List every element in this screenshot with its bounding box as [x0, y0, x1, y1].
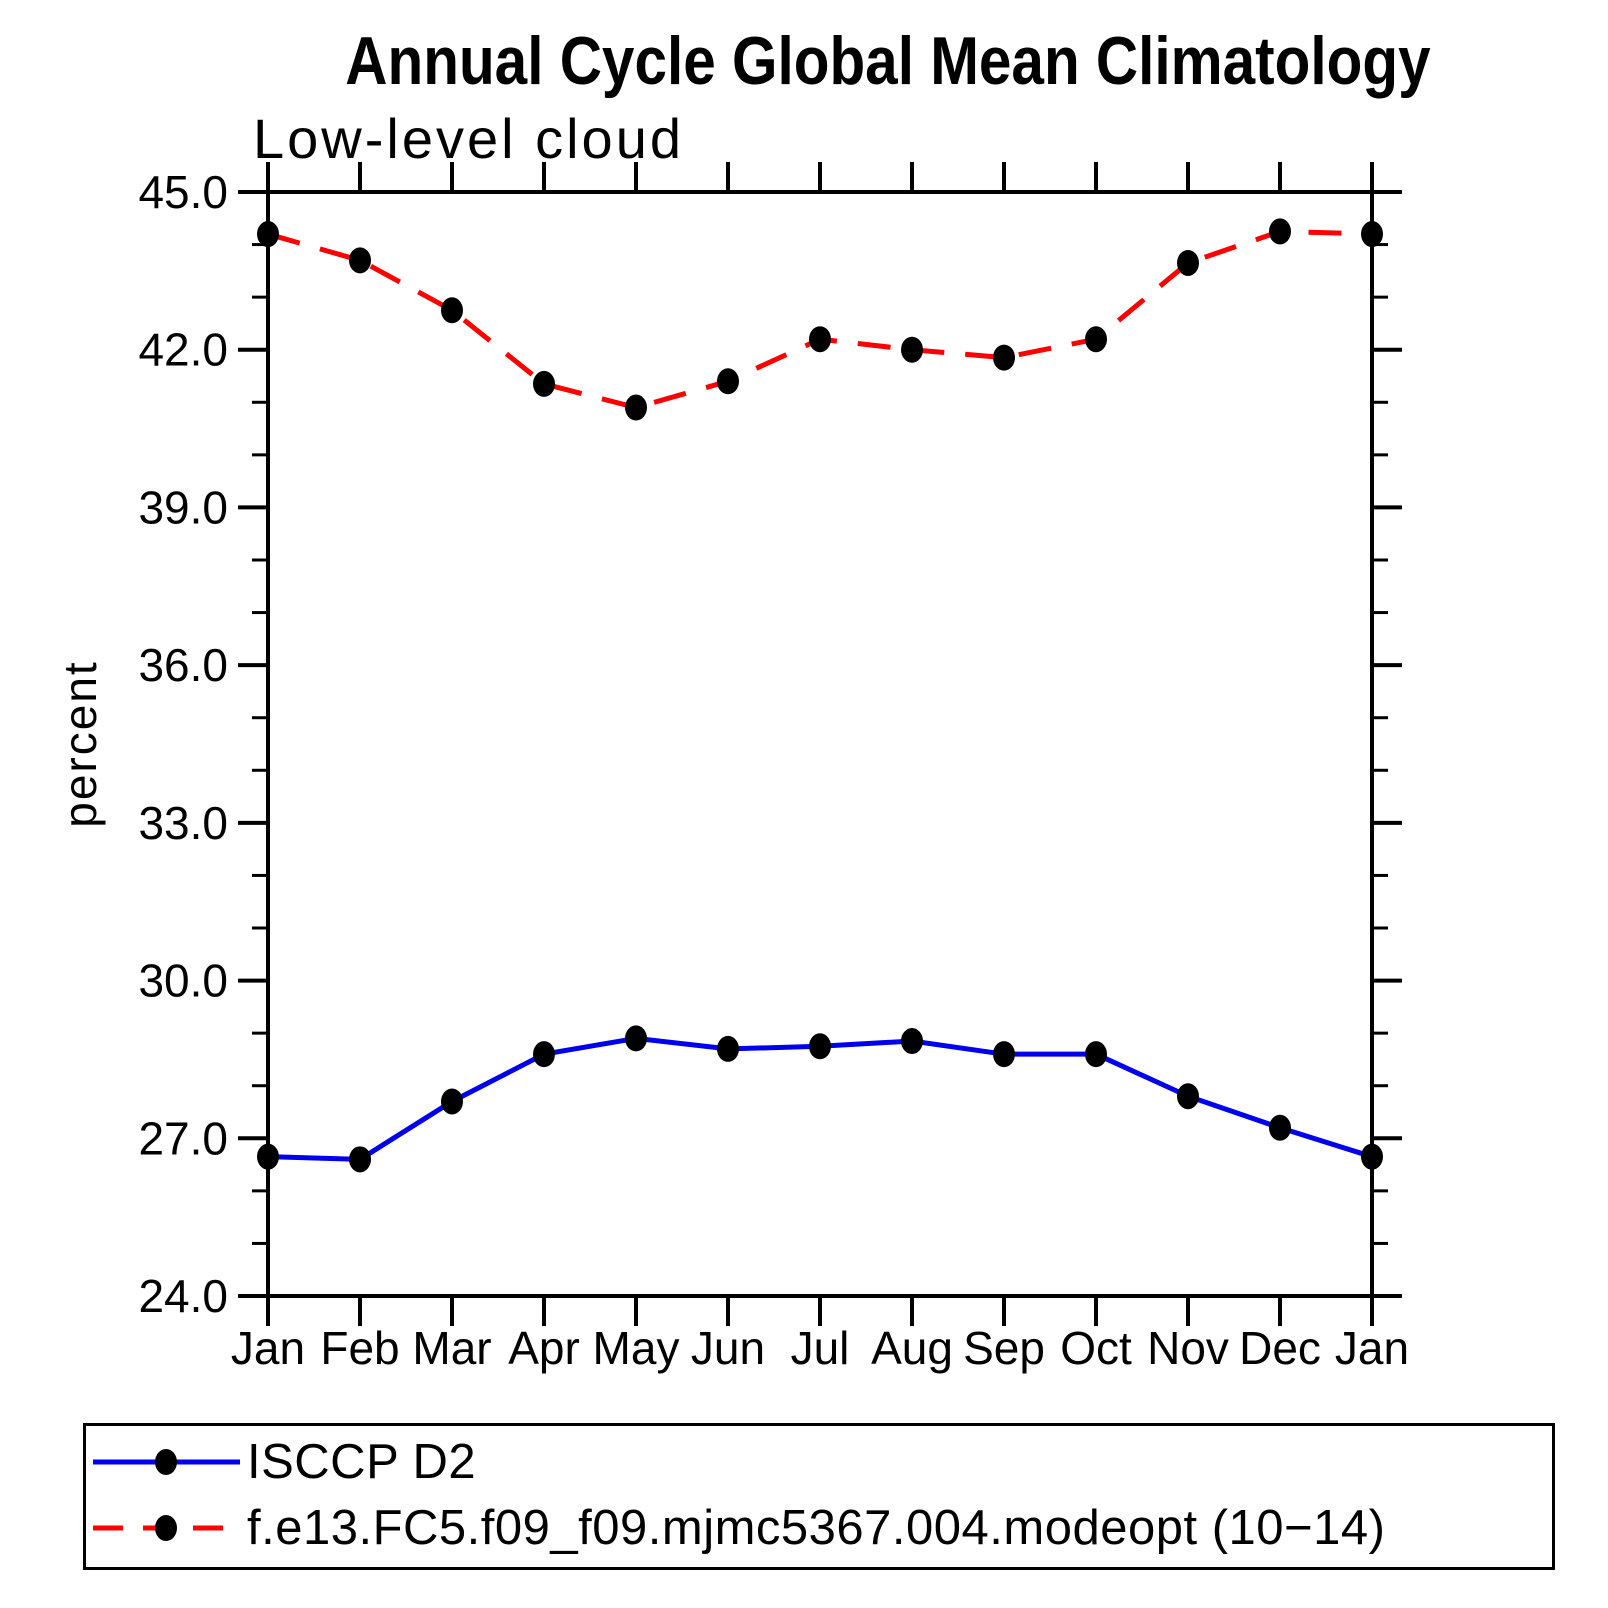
data-point-marker — [441, 1088, 463, 1115]
y-tick-label: 27.0 — [138, 1112, 228, 1164]
x-tick-label: Jan — [231, 1322, 305, 1374]
chart-subtitle: Low-level cloud — [253, 107, 684, 170]
y-tick-label: 42.0 — [138, 324, 228, 376]
legend-box: ISCCP D2 f.e13.FC5.f09_f09.mjmc5367.004.… — [83, 1423, 1555, 1570]
data-point-marker — [1361, 221, 1383, 248]
data-point-marker — [257, 1143, 279, 1170]
legend-line-sample-dashed — [93, 1515, 240, 1541]
x-tick-label: Nov — [1147, 1322, 1229, 1374]
x-tick-label: Sep — [963, 1322, 1045, 1374]
legend-label: ISCCP D2 — [247, 1435, 477, 1489]
data-point-marker — [533, 370, 555, 397]
data-point-marker — [1177, 249, 1199, 276]
legend-marker-icon — [155, 1515, 177, 1541]
y-tick-label: 36.0 — [138, 639, 228, 691]
y-tick-label: 24.0 — [138, 1270, 228, 1322]
legend-line-sample-solid — [93, 1449, 240, 1475]
legend-marker-icon — [155, 1449, 177, 1475]
data-point-marker — [717, 368, 739, 395]
chart-title: Annual Cycle Global Mean Climatology — [345, 23, 1431, 99]
data-point-marker — [257, 221, 279, 248]
data-point-marker — [993, 344, 1015, 371]
data-point-marker — [1177, 1083, 1199, 1110]
x-tick-label: Aug — [871, 1322, 953, 1374]
legend-entry-isccp: ISCCP D2 — [90, 1432, 476, 1492]
data-point-marker — [1269, 218, 1291, 245]
y-tick-label: 30.0 — [138, 955, 228, 1007]
x-tick-label: Apr — [508, 1322, 580, 1374]
y-tick-label: 33.0 — [138, 797, 228, 849]
y-tick-label: 39.0 — [138, 481, 228, 533]
series-line-1 — [267, 228, 1373, 411]
axes-frame — [266, 190, 1374, 1298]
x-tick-label: Oct — [1060, 1322, 1132, 1374]
data-point-marker — [349, 1146, 371, 1173]
y-tick-label: 45.0 — [138, 166, 228, 218]
data-point-marker — [441, 297, 463, 324]
data-point-marker — [809, 1033, 831, 1060]
data-point-marker — [809, 326, 831, 353]
data-point-marker — [1269, 1114, 1291, 1141]
x-tick-label: Jan — [1335, 1322, 1409, 1374]
x-tick-label: Mar — [412, 1322, 491, 1374]
x-tick-label: Jun — [691, 1322, 765, 1374]
legend-entry-model: f.e13.FC5.f09_f09.mjmc5367.004.modeopt (… — [90, 1498, 1385, 1558]
data-point-marker — [901, 1028, 923, 1055]
legend-label: f.e13.FC5.f09_f09.mjmc5367.004.modeopt (… — [247, 1501, 1386, 1555]
x-tick-label: Jul — [791, 1322, 850, 1374]
data-point-marker — [625, 394, 647, 421]
data-point-marker — [901, 336, 923, 363]
data-point-marker — [1085, 326, 1107, 353]
data-point-marker — [1361, 1143, 1383, 1170]
data-point-marker — [349, 247, 371, 274]
data-point-marker — [1085, 1041, 1107, 1068]
data-point-marker — [533, 1041, 555, 1068]
x-tick-label: Feb — [320, 1322, 399, 1374]
data-point-marker — [625, 1025, 647, 1052]
data-point-marker — [993, 1041, 1015, 1068]
data-point-marker — [717, 1035, 739, 1062]
x-tick-label: May — [593, 1322, 680, 1374]
x-tick-label: Dec — [1239, 1322, 1321, 1374]
